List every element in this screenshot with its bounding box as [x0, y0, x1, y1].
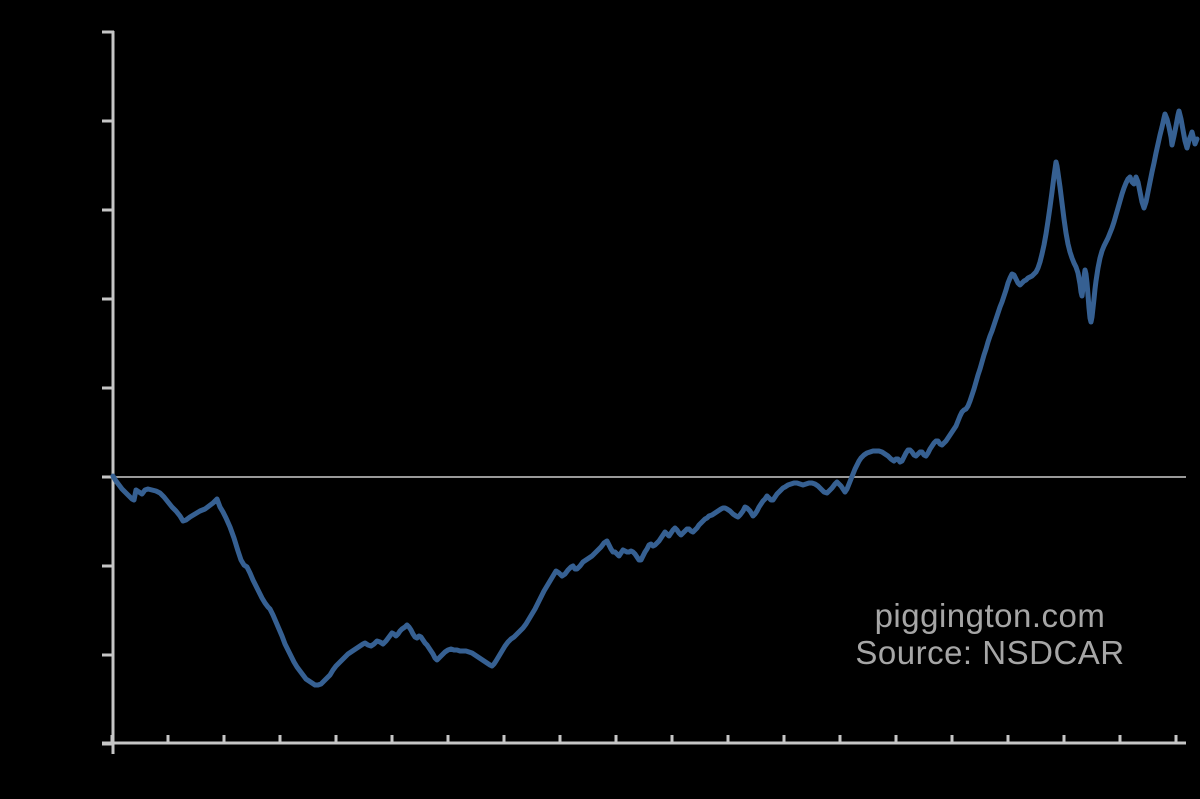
watermark-label: piggington.com — [875, 597, 1106, 634]
price-series-line — [110, 108, 1200, 688]
source-label: Source: NSDCAR — [855, 634, 1124, 671]
x-axis-ticks — [110, 735, 1178, 744]
y-axis-ticks — [102, 30, 114, 746]
